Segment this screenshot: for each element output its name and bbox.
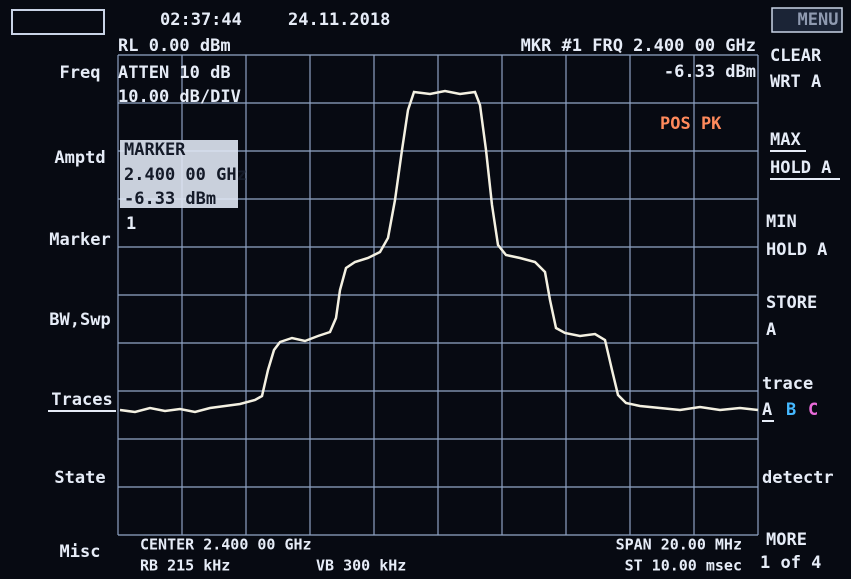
softkey[interactable]: Freq (60, 63, 101, 83)
softkey[interactable]: 1 of 4 (760, 553, 821, 573)
softkey[interactable]: trace (762, 374, 813, 394)
softkey[interactable]: BW,Swp (49, 310, 110, 330)
ref-level: RL 0.00 dBm (118, 36, 231, 56)
center-frequency: CENTER 2.400 00 GHz (140, 536, 312, 554)
softkey[interactable]: HOLD A (770, 158, 831, 178)
softkey[interactable]: Traces (51, 390, 112, 410)
marker-frequency: 2.400 00 GHz (124, 165, 247, 185)
trace-option[interactable]: C (808, 400, 818, 420)
marker-level: -6.33 dBm (124, 189, 216, 209)
softkey[interactable]: Misc (60, 542, 101, 562)
time: 02:37:44 (160, 10, 242, 30)
softkey[interactable]: Amptd (54, 148, 105, 168)
menu-title[interactable]: MENU (798, 10, 839, 30)
softkey[interactable]: MAX (770, 130, 801, 150)
softkey[interactable]: A (766, 320, 776, 340)
marker-title: MARKER (124, 140, 186, 160)
date: 24.11.2018 (288, 10, 390, 30)
marker-number: 1 (126, 214, 136, 234)
softkey[interactable]: detectr (762, 468, 834, 488)
trace-option[interactable]: B (786, 400, 796, 420)
softkey[interactable]: CLEAR (770, 46, 822, 66)
span: SPAN 20.00 MHz (616, 536, 742, 554)
rbw: RB 215 kHz (140, 557, 230, 575)
trace-option[interactable]: A (762, 400, 772, 420)
analyzer-screen: 02:37:44 24.11.2018 RL 0.00 dBm ATTEN 10… (0, 0, 851, 579)
softkey[interactable]: MORE (766, 530, 807, 550)
softkey[interactable]: HOLD A (766, 240, 827, 260)
detector: POS PK (660, 114, 722, 134)
marker-level: -6.33 dBm (664, 62, 756, 82)
softkey[interactable]: MIN (766, 212, 797, 232)
marker-readout: MKR #1 FRQ 2.400 00 GHz (521, 36, 756, 56)
vbw: VB 300 kHz (316, 557, 406, 575)
sweep-time: ST 10.00 msec (625, 557, 742, 575)
softkey[interactable]: WRT A (770, 72, 821, 92)
softkey[interactable]: Marker (49, 230, 110, 250)
scale: 10.00 dB/DIV (118, 87, 241, 107)
softkey[interactable]: STORE (766, 293, 817, 313)
attenuation: ATTEN 10 dB (118, 63, 231, 83)
softkey[interactable]: State (54, 468, 105, 488)
